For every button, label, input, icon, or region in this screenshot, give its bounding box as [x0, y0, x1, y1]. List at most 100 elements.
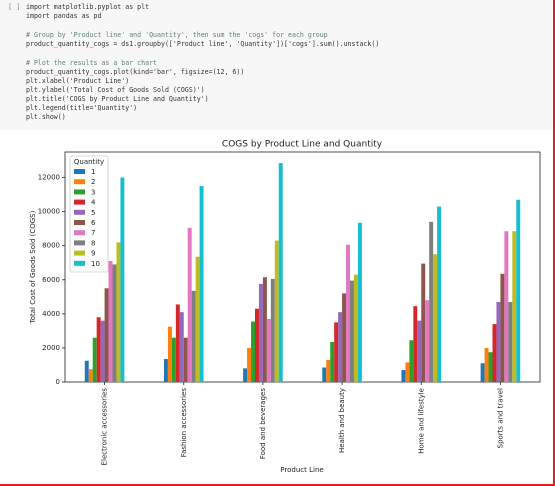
legend-swatch — [74, 189, 85, 195]
legend-swatch — [74, 199, 85, 205]
code-line: plt.ylabel('Total Cost of Goods Sold (CO… — [26, 86, 205, 94]
frame-edge — [0, 484, 555, 486]
bar — [88, 369, 93, 382]
frame-edge — [553, 0, 555, 486]
y-tick-label: 0 — [56, 378, 60, 386]
bar — [179, 312, 184, 382]
bar — [488, 352, 493, 382]
x-tick-label: Home and lifestyle — [417, 388, 425, 454]
bar — [96, 317, 101, 382]
bar — [116, 242, 121, 382]
legend-label: 1 — [91, 168, 95, 176]
bar — [496, 301, 501, 382]
bar — [508, 301, 513, 382]
bar — [243, 368, 248, 382]
plot-area — [64, 151, 541, 383]
y-tick-label: 8000 — [42, 242, 60, 250]
code-line: import pandas as pd — [26, 12, 102, 20]
bar — [191, 290, 196, 382]
bar — [258, 284, 263, 382]
bar — [425, 300, 430, 382]
y-tick-label: 12000 — [38, 174, 60, 182]
bar — [405, 362, 410, 382]
bar — [171, 337, 176, 382]
bar — [512, 231, 517, 382]
legend-label: 10 — [91, 260, 100, 268]
bar — [417, 320, 422, 382]
bar — [266, 318, 271, 382]
legend-label: 8 — [91, 239, 95, 247]
legend-title: Quantity — [74, 158, 104, 166]
bar — [167, 326, 172, 382]
bar — [120, 177, 125, 382]
code-line: product_quantity_cogs = ds1.groupby(['Pr… — [26, 40, 380, 48]
bar — [330, 341, 335, 382]
bar — [278, 163, 283, 382]
bar — [413, 306, 418, 382]
chart-title: COGS by Product Line and Quantity — [222, 140, 383, 150]
bar — [326, 359, 331, 382]
bar — [274, 240, 279, 382]
legend-swatch — [74, 179, 85, 185]
y-tick-label: 6000 — [42, 276, 60, 284]
code-line: import matplotlib.pyplot as plt — [26, 3, 150, 11]
bar — [433, 254, 438, 382]
bar — [429, 221, 434, 382]
code-line: product_quantity_cogs.plot(kind='bar', f… — [26, 68, 245, 76]
bar — [516, 199, 521, 382]
legend-label: 9 — [91, 250, 95, 258]
code-line: # Group by 'Product line' and 'Quantity'… — [26, 31, 328, 39]
legend-swatch — [74, 230, 85, 236]
run-button[interactable]: [ ] — [8, 3, 21, 11]
bar — [255, 308, 259, 382]
bar — [195, 256, 200, 382]
bar — [104, 288, 109, 382]
legend-swatch — [74, 209, 85, 215]
bar — [163, 359, 168, 382]
bar — [504, 231, 509, 382]
bar — [437, 206, 442, 382]
bar — [346, 244, 350, 382]
y-axis-label: Total Cost of Goods Sold (COGS) — [29, 210, 37, 324]
legend-label: 3 — [91, 188, 95, 196]
bar — [187, 227, 192, 382]
bar — [112, 264, 117, 382]
bar — [108, 261, 113, 382]
bar — [251, 321, 255, 382]
code-line: plt.xlabel('Product Line') — [26, 77, 130, 85]
y-tick-label: 2000 — [42, 344, 60, 352]
code-line: plt.show() — [26, 113, 66, 121]
bar — [409, 340, 414, 382]
bar — [480, 363, 485, 382]
x-tick-label: Sports and travel — [496, 388, 504, 448]
bar — [353, 274, 358, 382]
code-line: # Plot the results as a bar chart — [26, 59, 158, 67]
bar — [183, 337, 188, 382]
bar — [270, 278, 275, 382]
x-tick-label: Electronic accessories — [101, 388, 109, 466]
legend-swatch — [74, 220, 85, 225]
y-tick-label: 4000 — [42, 310, 60, 318]
legend-label: 2 — [91, 178, 95, 186]
bar — [484, 347, 489, 382]
code-line: plt.legend(title='Quantity') — [26, 104, 138, 112]
bar — [357, 222, 362, 382]
bar — [92, 337, 97, 382]
bar — [322, 367, 327, 382]
x-tick-label: Fashion accessories — [180, 388, 188, 458]
bar — [84, 360, 89, 382]
bar — [350, 280, 354, 382]
legend-swatch — [74, 240, 85, 246]
legend-swatch — [74, 250, 85, 256]
legend-swatch — [74, 260, 85, 266]
legend-label: 4 — [91, 199, 96, 207]
bar — [334, 322, 339, 382]
bar — [199, 186, 204, 382]
bar — [401, 370, 406, 382]
legend-label: 7 — [91, 229, 95, 237]
code-line: plt.title('COGS by Product Line and Quan… — [26, 95, 209, 103]
bar — [247, 347, 252, 382]
bar — [421, 263, 426, 382]
